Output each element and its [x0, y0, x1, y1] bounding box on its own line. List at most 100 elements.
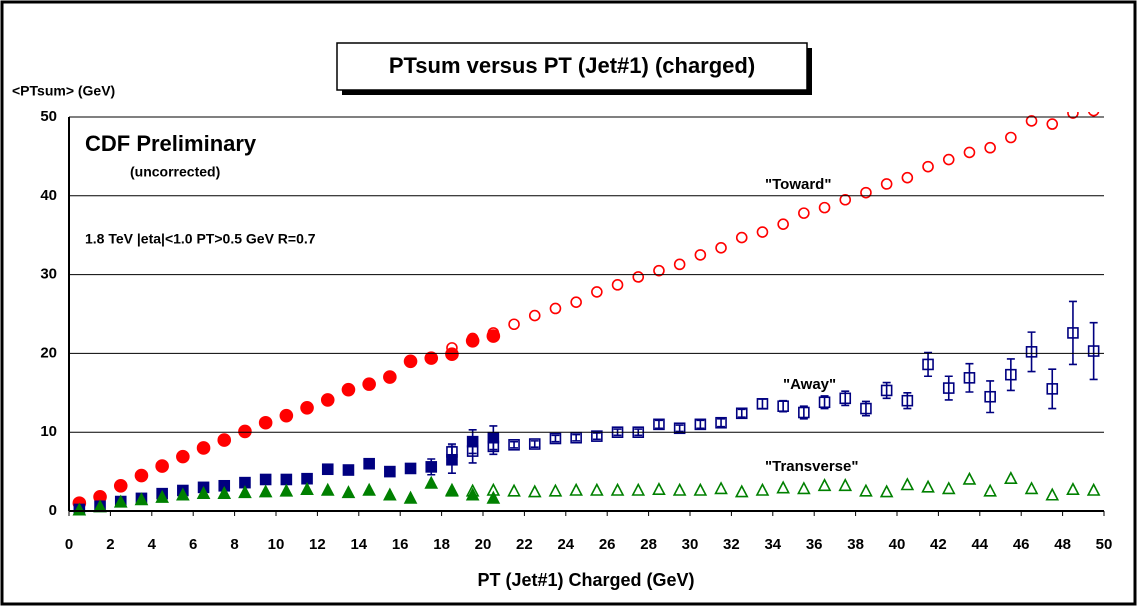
point — [196, 485, 211, 499]
x-tick-label: 38 — [847, 536, 864, 553]
point — [341, 382, 356, 397]
point — [1046, 118, 1059, 130]
point — [734, 484, 749, 498]
point — [983, 483, 997, 497]
point — [320, 482, 335, 496]
point — [880, 178, 893, 190]
point — [528, 309, 541, 322]
point — [777, 400, 789, 412]
point — [1005, 368, 1017, 381]
point — [72, 502, 87, 516]
point — [465, 483, 480, 497]
point — [1067, 112, 1079, 119]
error-bar — [924, 351, 933, 378]
point — [880, 384, 893, 397]
point — [508, 318, 520, 331]
point — [984, 141, 996, 154]
point — [404, 462, 417, 475]
point — [279, 483, 294, 497]
point — [756, 398, 769, 410]
point — [777, 218, 789, 230]
annotation: 1.8 TeV |eta|<1.0 PT>0.5 GeV R=0.7 — [85, 231, 316, 247]
point — [1086, 482, 1101, 496]
point — [403, 354, 418, 369]
annotation: "Transverse" — [765, 458, 858, 475]
error-bar — [468, 438, 477, 464]
point — [838, 478, 853, 492]
point — [1067, 327, 1079, 339]
point — [1046, 383, 1059, 395]
point — [653, 264, 665, 277]
point — [342, 464, 355, 476]
point — [922, 358, 934, 371]
point — [465, 487, 480, 501]
error-bar — [551, 434, 560, 443]
x-tick-label: 42 — [930, 536, 947, 553]
error-bar — [1006, 358, 1015, 392]
point — [362, 482, 376, 496]
error-bar — [696, 419, 705, 430]
error-bar — [944, 375, 953, 401]
point — [487, 440, 500, 453]
y-tick-label: 30 — [40, 266, 57, 283]
point — [424, 475, 439, 489]
x-tick-label: 50 — [1096, 536, 1113, 553]
x-tick-label: 32 — [723, 536, 740, 553]
point — [155, 459, 169, 473]
x-tick-label: 28 — [640, 536, 657, 553]
x-tick-label: 4 — [148, 536, 157, 553]
point — [901, 171, 914, 184]
point — [610, 482, 625, 496]
point — [1087, 112, 1100, 117]
point — [942, 382, 955, 394]
x-tick-label: 14 — [350, 536, 367, 553]
y-tick-label: 10 — [40, 423, 57, 440]
point — [672, 482, 687, 496]
point — [548, 483, 563, 497]
x-tick-label: 24 — [557, 536, 574, 553]
point — [446, 446, 458, 458]
point — [258, 415, 273, 430]
point — [570, 431, 582, 444]
point — [591, 286, 603, 298]
point — [403, 490, 418, 504]
error-bar — [592, 432, 601, 441]
point — [279, 408, 294, 423]
point — [570, 296, 582, 308]
error-bar — [1027, 331, 1036, 373]
point — [1087, 345, 1100, 357]
point — [962, 471, 977, 485]
point — [839, 193, 852, 206]
x-tick-label: 20 — [475, 536, 492, 553]
point — [113, 494, 128, 508]
point — [653, 418, 665, 431]
point — [798, 406, 810, 419]
point — [715, 242, 727, 254]
point — [942, 153, 955, 166]
error-bar — [1068, 300, 1077, 366]
point — [673, 258, 686, 271]
title-box — [336, 42, 808, 91]
x-tick-label: 12 — [309, 536, 326, 553]
point — [508, 439, 520, 451]
point — [1004, 470, 1018, 484]
error-bar — [986, 380, 995, 414]
point — [860, 186, 872, 199]
error-bar — [530, 440, 539, 448]
annotation: "Toward" — [765, 176, 831, 193]
error-bar — [572, 433, 581, 442]
x-tick-label: 2 — [106, 536, 114, 553]
point — [818, 396, 831, 409]
point — [384, 465, 396, 478]
point — [134, 468, 149, 483]
point — [300, 481, 314, 496]
point — [859, 483, 873, 497]
point — [860, 402, 872, 415]
x-tick-label: 18 — [433, 536, 450, 553]
point — [486, 482, 501, 496]
y-tick-label: 40 — [40, 187, 57, 204]
point — [217, 433, 232, 447]
x-tick-label: 30 — [682, 536, 699, 553]
point — [487, 327, 500, 339]
